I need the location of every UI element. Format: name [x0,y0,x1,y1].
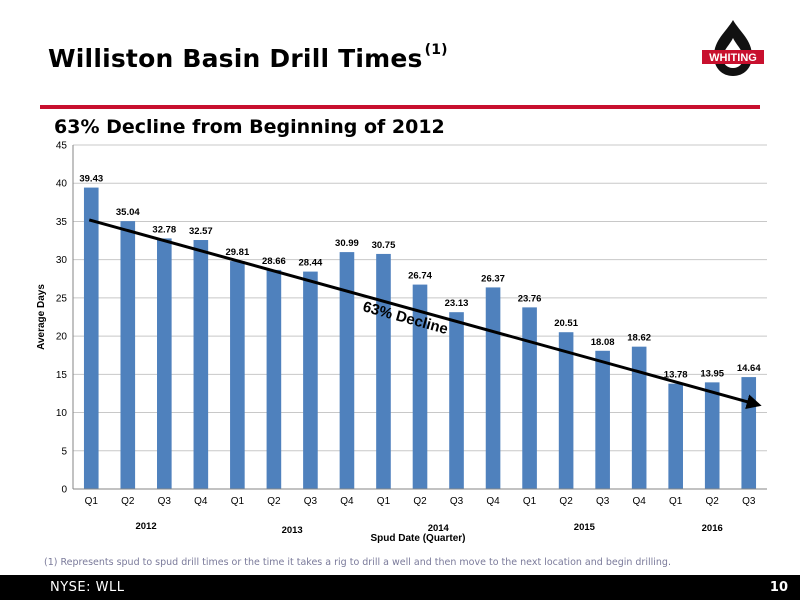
page-title-text: Williston Basin Drill Times [48,44,423,73]
drill-times-chart: 39.43 35.04 32.78 32.57 29.81 28.66 28.44 30.99… [36,141,767,544]
x-tick-label-9: Q1 [377,496,391,507]
x-tick-label-13: Q1 [523,496,537,507]
data-labels: 39.43 35.04 32.78 32.57 29.81 28.66 28.44 30.99… [79,174,761,381]
y-tick-label-10: 10 [56,408,68,419]
bar-10 [412,284,428,489]
value-label-4: 32.57 [189,226,213,237]
ticker-symbol: NYSE: WLL [50,580,125,595]
value-label-14: 20.51 [554,318,578,329]
logo-text: WHITING [709,52,757,64]
bar-1 [83,187,99,489]
value-label-5: 29.81 [225,247,249,258]
bar-3 [157,238,172,489]
bar-5 [230,261,245,489]
year-label-2012: 2012 [135,521,156,532]
y-tick-label-0: 0 [61,485,67,496]
x-tick-label-3: Q3 [158,496,172,507]
x-tick-label-4: Q4 [194,496,208,507]
bar-2 [120,221,136,489]
x-axis-label: Spud Date (Quarter) [370,533,465,544]
bar-17 [668,383,683,489]
value-label-8: 30.99 [335,238,359,249]
bar-9 [376,253,391,489]
x-tick-label-18: Q2 [706,496,720,507]
y-tick-label-45: 45 [56,141,68,152]
year-label-2015: 2015 [574,522,596,533]
value-label-15: 18.08 [591,337,615,348]
title-divider [40,105,760,109]
y-tick-label-40: 40 [56,179,68,190]
year-label-2016: 2016 [702,523,723,534]
bars [83,187,757,489]
page-number: 10 [769,580,788,595]
whiting-logo: WHITING [702,20,764,76]
x-tick-label-10: Q2 [413,496,427,507]
value-label-6: 28.66 [262,256,286,267]
x-tick-label-16: Q4 [632,496,646,507]
y-tick-label-15: 15 [56,370,68,381]
x-tick-label-19: Q3 [742,496,756,507]
value-label-13: 23.76 [518,293,542,304]
bar-18 [704,382,720,489]
value-label-1: 39.43 [79,174,103,185]
bar-15 [595,350,610,489]
year-label-2013: 2013 [282,525,303,536]
bar-8 [339,252,355,489]
value-label-3: 32.78 [152,224,176,235]
y-tick-label-25: 25 [56,293,68,304]
bar-11 [449,312,464,489]
bar-14 [558,332,574,489]
x-tick-label-5: Q1 [231,496,245,507]
footer-bar [0,575,800,600]
value-label-7: 28.44 [299,258,323,269]
trend-arrow [88,218,762,409]
value-label-11: 23.13 [445,298,469,309]
axes: 0 5 10 15 20 25 30 35 40 45 Q1 Q2 Q3 Q4 Q1 Q2 Q3 Q4 Q1 Q2 Q3… [56,141,767,536]
y-tick-label-35: 35 [56,217,68,228]
x-tick-label-12: Q4 [486,496,500,507]
page-title: Williston Basin Drill Times (1) [48,42,448,73]
year-label-2014: 2014 [428,523,450,534]
bar-7 [303,271,318,489]
bar-13 [522,307,537,489]
bar-16 [631,346,647,489]
x-tick-label-14: Q2 [559,496,573,507]
value-label-18: 13.95 [700,368,724,379]
title-footnote-mark: (1) [424,42,448,58]
x-tick-label-6: Q2 [267,496,281,507]
trend-label: 63% Decline [361,298,450,338]
x-tick-label-15: Q3 [596,496,610,507]
bar-19 [741,377,757,489]
y-tick-label-5: 5 [61,446,67,457]
x-tick-label-7: Q3 [304,496,318,507]
bar-12 [485,287,501,489]
bar-4 [193,240,209,489]
footnote: (1) Represents spud to spud drill times … [44,557,671,568]
value-label-2: 35.04 [116,207,140,218]
y-axis-label: Average Days [36,284,47,350]
bar-6 [266,269,282,489]
y-tick-label-30: 30 [56,255,68,266]
chart-subtitle: 63% Decline from Beginning of 2012 [54,116,445,138]
value-label-16: 18.62 [627,333,651,344]
value-label-17: 13.78 [664,370,688,381]
value-label-12: 26.37 [481,273,505,284]
x-tick-label-1: Q1 [85,496,99,507]
x-tick-label-2: Q2 [121,496,135,507]
value-label-9: 30.75 [372,240,396,251]
x-tick-label-8: Q4 [340,496,354,507]
y-tick-label-20: 20 [56,332,68,343]
x-tick-label-17: Q1 [669,496,683,507]
value-label-19: 14.64 [737,363,761,374]
value-label-10: 26.74 [408,271,432,282]
x-tick-label-11: Q3 [450,496,464,507]
